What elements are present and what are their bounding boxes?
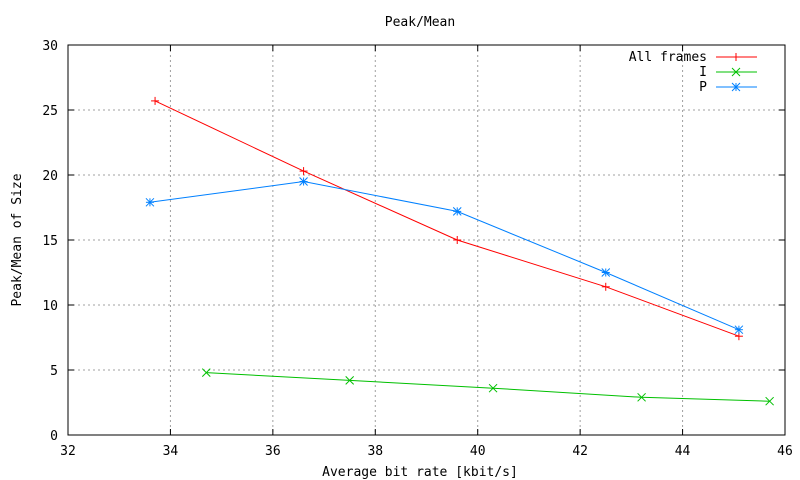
- x-axis-label: Average bit rate [kbit/s]: [322, 465, 518, 480]
- y-axis-label: Peak/Mean of Size: [10, 173, 25, 306]
- series-line-all-frames: [154, 100, 740, 337]
- data-point-p: [734, 325, 744, 335]
- x-tick-label: 32: [60, 444, 76, 459]
- series-layer: [145, 96, 774, 406]
- plot-frame: [67, 44, 786, 436]
- series-line-i: [206, 372, 770, 402]
- tick-layer: 32 34 36 38 40 42 44 46 0 5 10 15 20 25 30: [42, 39, 792, 459]
- y-tick-label: 10: [42, 299, 58, 314]
- data-point-i: [201, 368, 211, 377]
- data-point-i: [488, 383, 498, 393]
- data-point-p: [452, 207, 462, 216]
- data-point-i: [637, 392, 646, 402]
- chart-title: Peak/Mean: [385, 15, 455, 30]
- y-tick-label: 15: [42, 234, 58, 249]
- legend-marker-all-frames: [732, 53, 740, 61]
- data-point-p: [145, 197, 155, 207]
- legend-label-p: P: [699, 80, 707, 95]
- x-tick-label: 34: [163, 444, 179, 459]
- x-tick-label: 38: [367, 444, 383, 459]
- series-line-p: [149, 180, 740, 331]
- data-point-all-frames: [601, 282, 610, 291]
- legend-label-i: I: [699, 65, 707, 80]
- legend-marker-p: [731, 82, 741, 92]
- y-tick-label: 30: [42, 39, 58, 54]
- y-tick-label: 25: [42, 104, 58, 119]
- data-point-i: [345, 376, 355, 385]
- data-point-all-frames: [151, 96, 160, 105]
- grid-layer: [68, 45, 785, 435]
- legend-marker-i: [731, 67, 741, 77]
- x-tick-label: 36: [265, 444, 281, 459]
- data-point-p: [299, 177, 308, 186]
- data-point-i: [765, 396, 774, 406]
- y-tick-label: 20: [42, 169, 58, 184]
- x-tick-label: 46: [777, 444, 793, 459]
- x-tick-label: 40: [470, 444, 486, 459]
- data-point-p: [601, 268, 611, 277]
- x-tick-label: 42: [572, 444, 588, 459]
- y-tick-label: 0: [50, 429, 58, 444]
- data-point-all-frames: [453, 236, 462, 244]
- data-point-all-frames: [299, 167, 308, 176]
- legend-label-all-frames: All frames: [629, 50, 707, 65]
- x-tick-label: 44: [675, 444, 691, 459]
- y-tick-label: 5: [50, 364, 58, 379]
